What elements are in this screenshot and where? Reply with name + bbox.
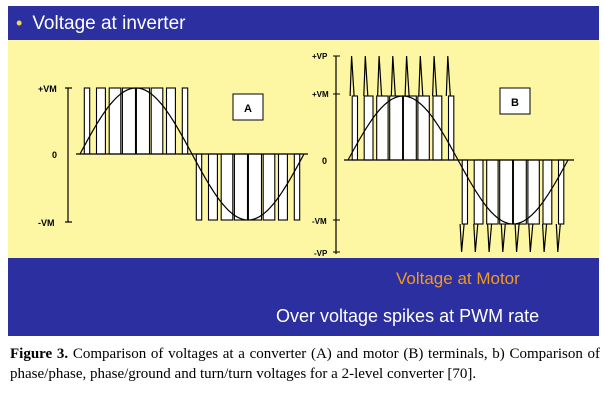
panel-b-tick-label-neg-vp: -VP xyxy=(314,249,328,258)
panel-b-pulse xyxy=(402,95,417,161)
overvoltage-spikes-label: Over voltage spikes at PWM rate xyxy=(276,306,540,326)
panel-b-pulse xyxy=(486,159,499,225)
panel-b: +VP +VM 0 -VM -VP B xyxy=(312,52,574,258)
bullet-icon: • xyxy=(16,13,23,33)
panel-b-label-box xyxy=(499,87,531,115)
panel-a-pulse xyxy=(108,87,122,155)
panel-b-spike xyxy=(500,223,506,253)
panel-b-pulse xyxy=(376,95,389,161)
panel-b-tick-label-vm: +VM xyxy=(312,90,329,99)
figure-caption: Figure 3. Comparison of voltages at a co… xyxy=(10,344,600,384)
panel-b-pulse xyxy=(417,95,430,161)
panel-a-pulse xyxy=(95,87,106,155)
panel-b-voltage-spikes xyxy=(349,55,561,253)
panel-b-tick-label-neg-vm: -VM xyxy=(312,217,327,226)
panel-a-label: A xyxy=(244,103,252,115)
panel-b-spike xyxy=(555,223,561,253)
panel-b-spike xyxy=(514,223,520,253)
panel-b-pulse xyxy=(432,95,443,161)
panel-b-spike xyxy=(459,223,465,253)
panel-a-pulse xyxy=(247,153,263,221)
panel-b-spike xyxy=(363,55,369,97)
panel-b-pulse xyxy=(499,159,514,225)
panel-a: +VM 0 -VM A xyxy=(38,84,308,228)
panel-b-spike xyxy=(349,55,355,97)
panel-b-pulse xyxy=(389,95,404,161)
panel-b-pulse xyxy=(363,95,374,161)
panel-a-pulse xyxy=(121,87,137,155)
panel-b-spike xyxy=(487,223,493,253)
panel-a-sine-wave xyxy=(79,87,305,221)
panel-b-tick-label-zero: 0 xyxy=(322,156,327,166)
panel-a-tick-label-zero: 0 xyxy=(52,150,57,160)
panel-b-spike xyxy=(542,223,548,253)
panel-b-pulse xyxy=(527,159,540,225)
slide-title: • Voltage at inverter xyxy=(16,10,576,36)
panel-b-tick-label-vp: +VP xyxy=(312,52,328,61)
panel-b-sine-wave xyxy=(347,95,569,225)
panel-b-spike xyxy=(390,55,396,97)
slide-title-text: Voltage at inverter xyxy=(32,13,186,34)
panel-b-spike xyxy=(528,223,534,253)
panel-b-pulse xyxy=(512,159,527,225)
panel-a-pulse xyxy=(135,87,151,155)
panel-b-spike xyxy=(377,55,383,97)
panel-b-pulse xyxy=(473,159,484,225)
figure-caption-text: Comparison of voltages at a converter (A… xyxy=(10,346,601,382)
panel-b-label: B xyxy=(511,97,519,109)
panel-b-spike xyxy=(432,55,438,97)
panel-a-pulse xyxy=(165,87,176,155)
panel-a-tick-label-top: +VM xyxy=(38,84,57,94)
panel-a-label-box xyxy=(232,93,264,121)
panel-a-pulse xyxy=(233,153,249,221)
plot-area: +VM 0 -VM A +VP +VM 0 -VM -VP xyxy=(8,40,599,258)
panel-a-pulse xyxy=(207,153,218,221)
panel-a-pulse xyxy=(277,153,288,221)
figure-caption-label: Figure 3. xyxy=(10,346,69,362)
panel-b-pulse xyxy=(542,159,553,225)
panel-a-pulse xyxy=(150,87,164,155)
waveform-diagram: +VM 0 -VM A +VP +VM 0 -VM -VP xyxy=(38,52,574,258)
panel-a-pulse xyxy=(262,153,276,221)
panel-a-pulse xyxy=(220,153,234,221)
panel-b-spike xyxy=(473,223,479,253)
slide: • Voltage at inverter +VM 0 -VM A xyxy=(8,6,599,336)
panel-a-tick-label-bottom: -VM xyxy=(38,218,55,228)
panel-b-spike xyxy=(404,55,410,97)
panel-b-spike xyxy=(445,55,451,97)
voltage-at-motor-label: Voltage at Motor xyxy=(396,269,520,288)
panel-b-spike xyxy=(418,55,424,97)
